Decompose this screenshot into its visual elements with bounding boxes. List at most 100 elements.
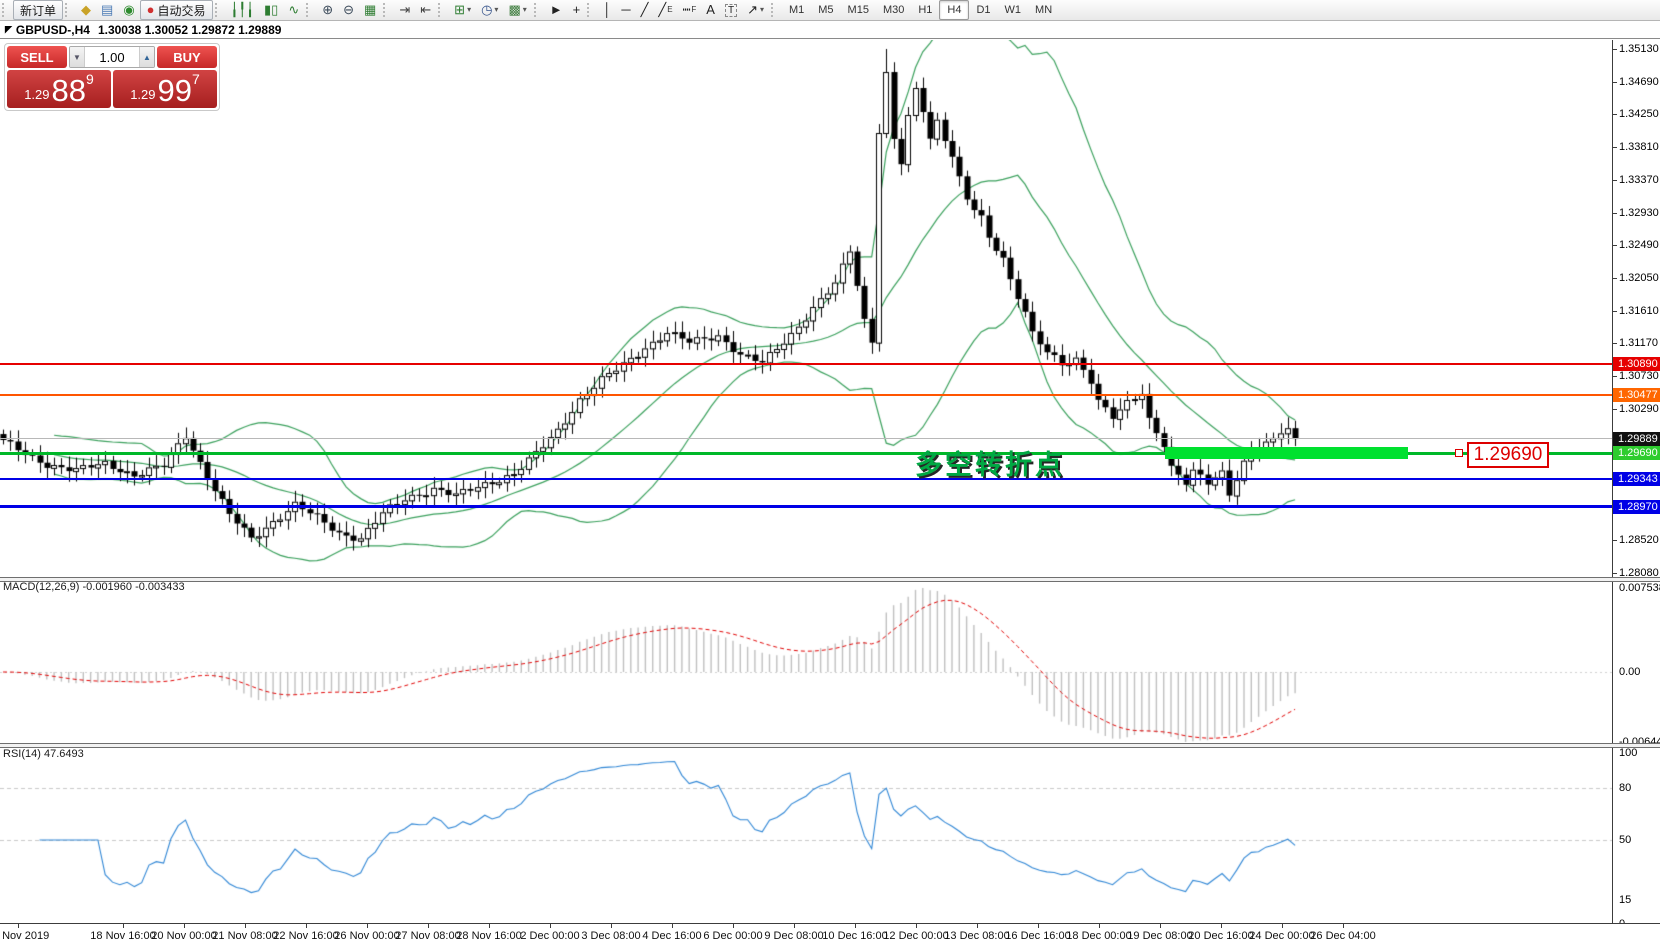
hline-1.29889[interactable] xyxy=(0,438,1612,440)
price-badge-1.30477: 1.30477 xyxy=(1613,387,1660,402)
price-axis[interactable]: 1.35130 1.34690 1.34250 1.33810 1.33370 1.329… xyxy=(1612,40,1660,930)
price-tick-label: 1.34250 xyxy=(1619,108,1659,121)
arrows-icon[interactable]: ↗ ▾ xyxy=(747,2,764,17)
price-tick-mark xyxy=(1613,540,1617,541)
volume-up-icon[interactable]: ▲ xyxy=(139,47,154,67)
volume-stepper[interactable]: ▼ 1.00 ▲ xyxy=(69,46,155,68)
fibonacci-icon[interactable]: ┉ F xyxy=(682,2,697,17)
time-tick-label: 18 Nov 16:00 xyxy=(90,930,156,942)
sell-button[interactable]: SELL xyxy=(7,46,67,68)
price-tick-mark xyxy=(1613,409,1617,410)
one-click-trading-panel: SELL ▼ 1.00 ▲ BUY 1.29 88 9 1.29 99 7 xyxy=(4,43,220,111)
price-tick-mark xyxy=(1613,147,1617,148)
templates-icon[interactable]: ▩ ▾ xyxy=(508,2,527,17)
tf-h1[interactable]: H1 xyxy=(918,4,933,16)
price-tick-label: 1.30290 xyxy=(1619,402,1659,415)
time-tick-mark xyxy=(184,924,185,928)
hline-1.3089[interactable] xyxy=(0,363,1612,366)
buy-button[interactable]: BUY xyxy=(157,46,217,68)
time-tick-label: 10 Dec 16:00 xyxy=(822,930,888,942)
data-signal-icon[interactable]: ◉ xyxy=(123,2,135,17)
tile-windows-icon[interactable]: ▦ xyxy=(364,2,377,17)
trendline-icon[interactable]: ╱ xyxy=(640,2,649,17)
macd-label: MACD(12,26,9) -0.001960 -0.003433 xyxy=(3,581,185,593)
tf-m1[interactable]: M1 xyxy=(788,4,805,16)
autotrading-button[interactable]: ● 自动交易 xyxy=(139,0,213,20)
market-profile-icon[interactable]: ◆ xyxy=(81,2,92,17)
toolbar: 新订单 ◆ ▤ ◉ ● 自动交易 ╽╿╽ ▮▯ ∿ ⊕ ⊖ ▦ ⇥ ⇤ ⊞ ▾ ◷ ▾ ▩ ▾ ► + │ ─ ╱ ╱ E ┉ F A T ↗… xyxy=(0,0,1660,21)
rsi-axis-label: 15 xyxy=(1619,894,1632,906)
price-tick-mark xyxy=(1613,213,1617,214)
time-tick-label: 15 Nov 2019 xyxy=(0,930,50,942)
time-tick-label: 13 Dec 08:00 xyxy=(944,930,1010,942)
text-icon[interactable]: A xyxy=(706,2,715,17)
toolbar-grip xyxy=(214,3,222,17)
periodicity-icon[interactable]: ◷ ▾ xyxy=(481,2,499,17)
price-tick-mark xyxy=(1613,343,1617,344)
rsi-label: RSI(14) 47.6493 xyxy=(3,748,84,760)
text-label-icon[interactable]: T xyxy=(720,0,742,20)
toolbar-grip xyxy=(438,3,445,17)
chart-shift-icon[interactable]: ⇥ xyxy=(399,2,411,17)
price-tick-label: 1.33810 xyxy=(1619,141,1659,154)
price-tick-mark xyxy=(1613,245,1617,246)
new-chart-icon[interactable]: ⊞ ▾ xyxy=(454,2,472,17)
volume-down-icon[interactable]: ▼ xyxy=(70,47,85,67)
tf-m15[interactable]: M15 xyxy=(847,4,869,16)
tf-h4[interactable]: H4 xyxy=(939,0,970,20)
buy-price[interactable]: 1.29 99 7 xyxy=(113,70,217,108)
hline-1.29343[interactable] xyxy=(0,478,1612,481)
crosshair-icon[interactable]: + xyxy=(572,2,581,17)
tf-m5[interactable]: M5 xyxy=(818,4,834,16)
time-tick-label: 3 Dec 08:00 xyxy=(581,930,641,942)
time-tick-label: 28 Nov 16:00 xyxy=(456,930,522,942)
equidistant-channel-icon[interactable]: ╱ E xyxy=(658,2,673,17)
volume-value[interactable]: 1.00 xyxy=(99,49,125,65)
zoom-in-icon[interactable]: ⊕ xyxy=(322,2,334,17)
hline-1.2969[interactable] xyxy=(0,451,1612,455)
tf-m30[interactable]: M30 xyxy=(882,4,905,16)
price-tick-label: 1.28080 xyxy=(1619,567,1659,580)
support-rectangle[interactable] xyxy=(1165,447,1408,460)
rsi-axis-label: 100 xyxy=(1619,747,1638,759)
main-chart-canvas[interactable] xyxy=(0,40,1612,923)
time-tick-label: 20 Dec 16:00 xyxy=(1188,930,1254,942)
time-tick-label: 20 Nov 00:00 xyxy=(151,930,217,942)
price-tick-mark xyxy=(1613,49,1617,50)
tf-d1[interactable]: D1 xyxy=(976,4,991,16)
vertical-line-icon[interactable]: │ xyxy=(603,2,612,17)
time-tick-mark xyxy=(18,924,19,928)
time-tick-mark xyxy=(733,924,734,928)
price-tick-label: 1.34690 xyxy=(1619,75,1659,88)
pane-splitter-rsi[interactable] xyxy=(0,743,1660,748)
time-tick-label: 22 Nov 16:00 xyxy=(273,930,339,942)
price-badge-1.30890: 1.30890 xyxy=(1613,357,1660,372)
cursor-icon[interactable]: ► xyxy=(549,2,563,17)
market-watch-icon[interactable]: ▤ xyxy=(101,2,114,17)
price-level-callout[interactable]: 1.29690 xyxy=(1467,442,1549,468)
price-badge-1.29889: 1.29889 xyxy=(1613,431,1660,446)
symbol-title: GBPUSD-,H4 xyxy=(15,22,90,37)
tf-mn[interactable]: MN xyxy=(1035,4,1053,16)
zoom-out-icon[interactable]: ⊖ xyxy=(343,2,355,17)
bar-chart-icon[interactable]: ╽╿╽ xyxy=(230,2,255,17)
hline-1.30477[interactable] xyxy=(0,393,1612,396)
tf-w1[interactable]: W1 xyxy=(1004,4,1022,16)
pane-splitter-macd[interactable] xyxy=(0,577,1660,582)
sell-price[interactable]: 1.29 88 9 xyxy=(7,70,111,108)
line-chart-icon[interactable]: ∿ xyxy=(288,2,300,17)
price-tick-label: 1.28520 xyxy=(1619,534,1659,547)
candlestick-icon[interactable]: ▮▯ xyxy=(264,2,279,17)
new-order-button[interactable]: 新订单 xyxy=(13,0,64,20)
auto-scroll-icon[interactable]: ⇤ xyxy=(420,2,432,17)
price-tick-mark xyxy=(1613,311,1617,312)
horizontal-line-icon[interactable]: ─ xyxy=(621,2,631,17)
chinese-annotation[interactable]: 多空转折点 xyxy=(915,450,1065,480)
hline-handle[interactable] xyxy=(1455,449,1463,458)
time-tick-mark xyxy=(1099,924,1100,928)
toolbar-grip xyxy=(587,3,594,17)
symbol-ohlc: 1.30038 1.30052 1.29872 1.29889 xyxy=(97,22,282,37)
hline-1.2897[interactable] xyxy=(0,505,1612,509)
